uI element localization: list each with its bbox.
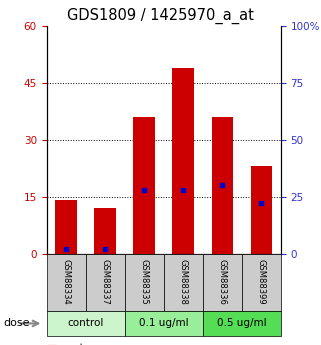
Bar xyxy=(212,117,233,254)
Text: GSM88335: GSM88335 xyxy=(140,259,149,305)
Text: GSM88338: GSM88338 xyxy=(179,259,188,305)
Text: ■: ■ xyxy=(47,344,57,345)
Text: 0.5 ug/ml: 0.5 ug/ml xyxy=(217,318,267,328)
Text: 0.1 ug/ml: 0.1 ug/ml xyxy=(139,318,188,328)
Bar xyxy=(251,166,272,254)
Text: GSM88334: GSM88334 xyxy=(62,259,71,305)
Bar xyxy=(94,208,116,254)
Bar xyxy=(134,117,155,254)
Text: GSM88337: GSM88337 xyxy=(100,259,110,305)
Bar xyxy=(172,68,194,254)
Text: dose: dose xyxy=(3,318,30,328)
Text: GDS1809 / 1425970_a_at: GDS1809 / 1425970_a_at xyxy=(67,8,254,23)
Text: GSM88336: GSM88336 xyxy=(218,259,227,305)
Bar xyxy=(55,200,77,254)
Text: GSM88399: GSM88399 xyxy=(257,259,266,305)
Text: count: count xyxy=(56,344,84,345)
Text: control: control xyxy=(67,318,104,328)
